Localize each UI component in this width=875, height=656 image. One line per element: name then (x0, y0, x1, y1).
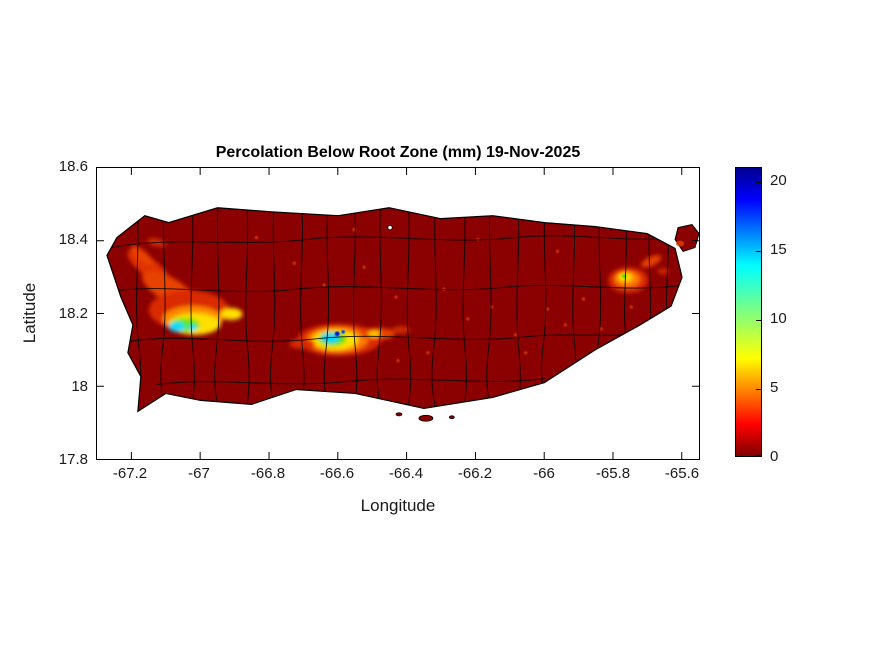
x-tick-label: -66.8 (250, 465, 286, 482)
island-fill (106, 207, 683, 412)
axis-ticks (97, 168, 699, 459)
y-tick-label: 18.4 (58, 231, 88, 248)
colorbar-tickmark (756, 251, 761, 252)
x-tick-label: -65.8 (595, 465, 631, 482)
x-tick-label: -67.2 (112, 465, 148, 482)
colorbar-tick-label: 5 (770, 379, 779, 396)
x-axis-label: Longitude (360, 496, 436, 515)
colorbar-tickmark (756, 389, 761, 390)
x-tick-label: -66 (533, 465, 555, 482)
y-tick-label: 18.2 (58, 305, 88, 322)
colorbar-tickmark (756, 455, 761, 456)
colorbar (735, 167, 762, 457)
colorbar-tick-label: 0 (770, 448, 779, 465)
plot-area (96, 167, 700, 460)
colorbar-tickmark (756, 320, 761, 321)
x-tick-label: -65.6 (664, 465, 700, 482)
plot-title: Percolation Below Root Zone (mm) 19-Nov-… (215, 144, 581, 161)
colorbar-tick-label: 10 (770, 310, 787, 327)
colorbar-tickmark (756, 182, 761, 183)
x-tick-label: -66.6 (319, 465, 355, 482)
y-axis-label: Latitude (20, 282, 39, 344)
coastline (106, 207, 683, 413)
y-tick-label: 18.6 (58, 158, 88, 175)
map-hole (387, 225, 393, 231)
colorbar-tick-label: 20 (770, 172, 787, 189)
y-tick-label: 17.8 (58, 451, 88, 468)
y-tick-label: 18 (71, 378, 88, 395)
southern-islets (395, 412, 455, 422)
colorbar-tick-label: 15 (770, 241, 787, 258)
puerto-rico-map (97, 168, 699, 459)
x-tick-label: -67 (188, 465, 210, 482)
x-tick-label: -66.2 (457, 465, 493, 482)
percolation-hotspots (127, 237, 670, 356)
x-tick-label: -66.4 (388, 465, 424, 482)
northeast-islet (674, 224, 699, 253)
